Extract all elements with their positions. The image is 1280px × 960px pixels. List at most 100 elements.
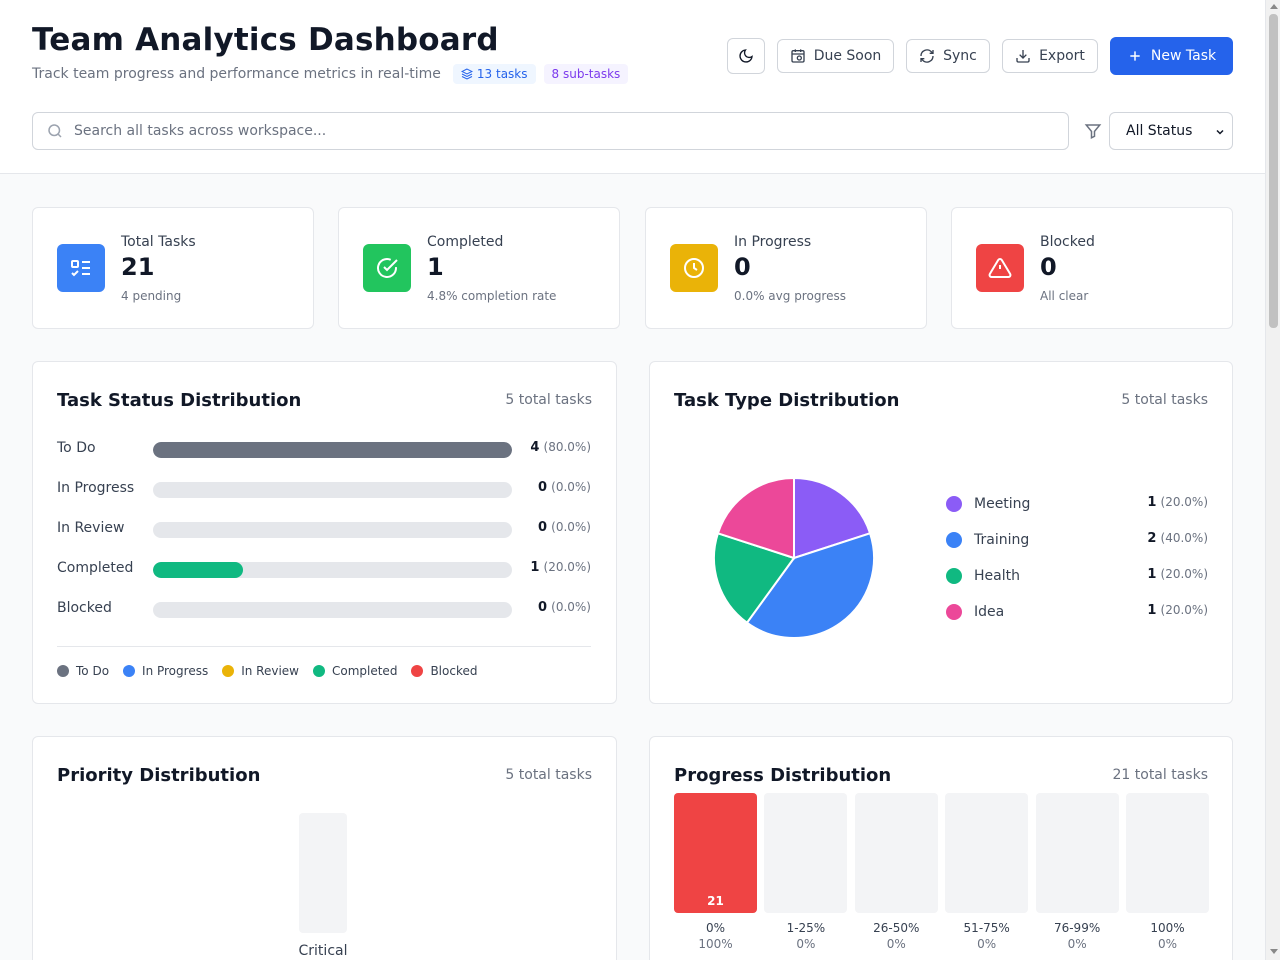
status-row: Completed 1 (20.0%) bbox=[57, 560, 591, 580]
type-count: 2 bbox=[1147, 531, 1157, 546]
check-circle-icon bbox=[377, 258, 398, 278]
tasks-badge: 13 tasks bbox=[452, 64, 536, 84]
progress-bar bbox=[764, 793, 848, 913]
progress-bar bbox=[1035, 793, 1119, 913]
stat-label: Blocked bbox=[1040, 234, 1095, 250]
status-count: 0 bbox=[537, 600, 547, 615]
panel-count: 5 total tasks bbox=[505, 392, 592, 408]
status-pct: (80.0%) bbox=[543, 440, 591, 454]
page-subtitle: Track team progress and performance metr… bbox=[32, 66, 441, 82]
status-filter-select[interactable]: All Status bbox=[1109, 112, 1233, 150]
status-label: To Do bbox=[57, 440, 96, 456]
type-dot bbox=[946, 568, 962, 584]
type-pct: (20.0%) bbox=[1160, 603, 1208, 617]
status-row: Blocked 0 (0.0%) bbox=[57, 600, 591, 620]
status-track bbox=[153, 482, 512, 498]
chevron-down-icon bbox=[1216, 129, 1224, 135]
type-label: Meeting bbox=[974, 496, 1031, 512]
stat-card-in-progress: In Progress 0 0.0% avg progress bbox=[645, 207, 927, 329]
export-button[interactable]: Export bbox=[1002, 39, 1098, 73]
pie-slice-health bbox=[714, 532, 796, 625]
progress-bucket-label: 76-99% bbox=[1053, 921, 1101, 935]
sync-button[interactable]: Sync bbox=[906, 39, 990, 73]
progress-column: 26-50% 0% bbox=[854, 793, 938, 951]
stat-label: In Progress bbox=[734, 234, 812, 250]
calendar-clock-icon bbox=[791, 49, 805, 63]
status-pct: (20.0%) bbox=[543, 560, 591, 574]
priority-panel: Priority Distribution 5 total tasks Crit… bbox=[32, 736, 617, 960]
progress-bucket-pct: 0% bbox=[977, 937, 997, 951]
stat-icon-bg bbox=[363, 244, 411, 292]
clock-icon bbox=[684, 258, 704, 278]
progress-bar: 21 bbox=[674, 793, 757, 913]
status-legend: To Do In Progress In Review Completed Blocke… bbox=[57, 664, 477, 678]
progress-bucket-label: 100% bbox=[1150, 921, 1185, 935]
type-legend-row: Idea 1 (20.0%) bbox=[946, 602, 1208, 622]
type-dot bbox=[946, 496, 962, 512]
type-label: Health bbox=[974, 568, 1020, 584]
priority-bar-critical bbox=[299, 813, 347, 933]
filter-icon[interactable] bbox=[1084, 122, 1102, 140]
refresh-icon bbox=[920, 49, 934, 63]
scroll-up-arrow[interactable] bbox=[1270, 4, 1278, 9]
page-title: Team Analytics Dashboard bbox=[32, 22, 499, 58]
status-value: 0 (0.0%) bbox=[538, 480, 591, 495]
plus-icon bbox=[1130, 51, 1140, 61]
status-label: Blocked bbox=[57, 600, 112, 616]
status-pct: (0.0%) bbox=[551, 520, 591, 534]
legend-dot bbox=[222, 665, 235, 677]
warning-icon bbox=[988, 257, 1012, 278]
type-label: Idea bbox=[974, 604, 1005, 620]
type-pct: (20.0%) bbox=[1160, 567, 1208, 581]
legend-item: Blocked bbox=[411, 664, 477, 678]
status-track bbox=[153, 442, 512, 458]
scrollbar[interactable] bbox=[1265, 0, 1280, 960]
progress-count: 21 bbox=[707, 894, 724, 908]
type-count: 1 bbox=[1147, 495, 1157, 510]
progress-bucket-pct: 0% bbox=[1067, 937, 1087, 951]
legend-label: In Progress bbox=[142, 664, 209, 678]
new-task-button[interactable]: New Task bbox=[1110, 37, 1233, 75]
scroll-down-arrow[interactable] bbox=[1270, 949, 1278, 954]
stat-label: Completed bbox=[427, 234, 504, 250]
theme-toggle-button[interactable] bbox=[727, 38, 765, 74]
tasks-badge-label: 13 tasks bbox=[476, 67, 528, 81]
scroll-thumb[interactable] bbox=[1269, 14, 1278, 328]
status-count: 0 bbox=[537, 480, 547, 495]
legend-label: Completed bbox=[331, 664, 398, 678]
status-track bbox=[153, 562, 512, 578]
type-label: Training bbox=[974, 532, 1030, 548]
type-legend-row: Health 1 (20.0%) bbox=[946, 566, 1208, 586]
stat-sub: 4.8% completion rate bbox=[427, 289, 557, 303]
stat-value: 21 bbox=[121, 253, 155, 281]
divider bbox=[57, 646, 591, 647]
legend-item: In Review bbox=[222, 664, 299, 678]
type-pct: (20.0%) bbox=[1160, 495, 1208, 509]
sync-label: Sync bbox=[943, 48, 977, 64]
subtitle-row: Track team progress and performance metr… bbox=[32, 64, 629, 84]
search-input[interactable] bbox=[74, 123, 1024, 139]
type-value: 1 (20.0%) bbox=[1147, 603, 1208, 618]
stat-sub: 0.0% avg progress bbox=[734, 289, 846, 303]
type-value: 2 (40.0%) bbox=[1147, 531, 1208, 546]
type-legend-row: Meeting 1 (20.0%) bbox=[946, 494, 1208, 514]
legend-item: To Do bbox=[57, 664, 109, 678]
type-pct: (40.0%) bbox=[1160, 531, 1208, 545]
progress-column: 100% 0% bbox=[1126, 793, 1209, 951]
type-pie-chart bbox=[714, 478, 874, 638]
due-soon-button[interactable]: Due Soon bbox=[777, 39, 894, 73]
status-track bbox=[153, 602, 512, 618]
type-count: 1 bbox=[1147, 567, 1157, 582]
status-track bbox=[153, 522, 512, 538]
stat-label: Total Tasks bbox=[121, 234, 196, 250]
stat-value: 0 bbox=[734, 253, 751, 281]
pie-slice-training bbox=[745, 532, 874, 638]
legend-item: In Progress bbox=[123, 664, 208, 678]
status-filter-value: All Status bbox=[1126, 123, 1193, 139]
progress-column: 76-99% 0% bbox=[1035, 793, 1119, 951]
stat-card-blocked: Blocked 0 All clear bbox=[951, 207, 1233, 329]
progress-bar bbox=[945, 793, 1029, 913]
stat-card-completed: Completed 1 4.8% completion rate bbox=[338, 207, 620, 329]
status-pct: (0.0%) bbox=[551, 480, 591, 494]
progress-column: 51-75% 0% bbox=[945, 793, 1029, 951]
